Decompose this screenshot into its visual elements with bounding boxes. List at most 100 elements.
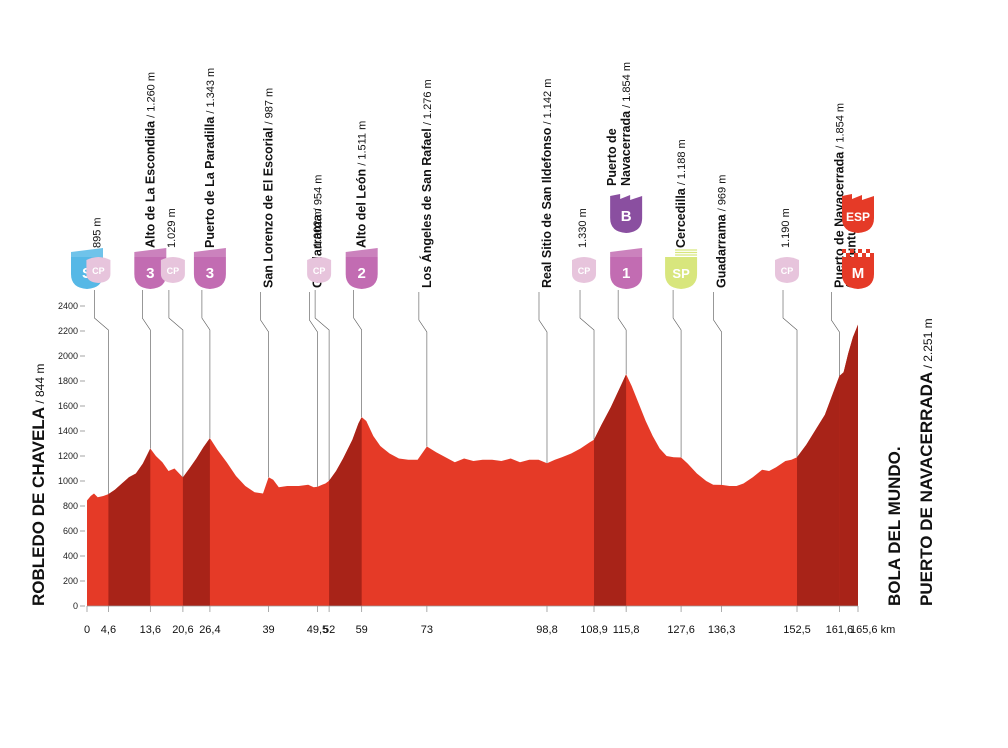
- point-label: Puerto deNavacerrada / 1.854 m: [605, 62, 633, 186]
- finish-checker: [862, 253, 866, 257]
- point-altitude: / 1.142 m: [542, 79, 554, 128]
- x-tick-label: 39: [262, 624, 274, 636]
- cp-badge: [572, 257, 597, 283]
- finish-label-line2: PUERTO DE NAVACERRADA / 2.251 m: [917, 318, 936, 606]
- point-name: Puerto de La Paradilla: [203, 116, 217, 248]
- climb-segment: [594, 374, 627, 606]
- point-label: San Lorenzo de El Escorial / 987 m: [262, 88, 276, 288]
- leader-line: [713, 292, 722, 485]
- finish-name: PUERTO DE NAVACERRADA: [917, 372, 936, 606]
- leader-line: [142, 290, 151, 449]
- profile-point: 1.190 m: [780, 208, 798, 458]
- climb-segment: [797, 376, 840, 606]
- x-tick-label: 165,6 km: [850, 624, 895, 636]
- y-tick-label: 0: [73, 601, 78, 611]
- y-tick-label: 1800: [58, 376, 78, 386]
- x-tick-label: 52: [323, 624, 335, 636]
- leader-line: [309, 292, 318, 487]
- profile-point: Alto de La Escondida / 1.260 m: [142, 72, 157, 449]
- cat-badge-label: 3: [206, 265, 214, 282]
- finish-checker: [850, 249, 854, 253]
- point-name: Navacerrada: [619, 110, 633, 186]
- x-tick-label: 98,8: [536, 624, 557, 636]
- finish-checker: [870, 253, 874, 257]
- y-axis: 0 200 400 600 800 1000 1200 1400 1600 1800 2000 220…: [58, 301, 85, 611]
- profile-point: 1.002 m: [312, 208, 330, 481]
- leader-line: [418, 292, 428, 447]
- cat-badge-label: 3: [146, 265, 154, 282]
- point-name-line1: Puerto de: [605, 128, 619, 186]
- bonus-badge: [842, 201, 874, 233]
- cp-badge-label: CP: [92, 266, 105, 276]
- badge-flag: [345, 248, 378, 257]
- leader-line: [617, 290, 627, 375]
- cp-badge-label: CP: [578, 266, 591, 276]
- point-label: 895 m: [91, 217, 103, 248]
- cat-badge-label: 1: [622, 265, 630, 282]
- x-tick-label: 108,9: [580, 624, 608, 636]
- cp-badge-label: CP: [313, 266, 326, 276]
- finish-badge-label: M: [852, 265, 865, 282]
- cat-badge-label: 2: [358, 265, 366, 282]
- leader-line: [538, 292, 548, 464]
- climb-segment: [182, 438, 210, 606]
- bonus-badge-label: ESP: [846, 210, 870, 224]
- profile-point: San Lorenzo de El Escorial / 987 m: [260, 88, 276, 478]
- y-tick-label: 2400: [58, 301, 78, 311]
- point-altitude: 1.330 m: [577, 208, 589, 248]
- x-tick-label: 0: [84, 624, 90, 636]
- point-name: Real Sitio de San Ildefonso: [540, 127, 554, 288]
- point-altitude: 1.190 m: [780, 208, 792, 248]
- finish-checker: [858, 249, 862, 253]
- bonus-badge-label: B: [621, 208, 632, 225]
- leader-line: [314, 290, 330, 481]
- point-altitude: / 1.260 m: [145, 72, 157, 121]
- cat-badge: [193, 257, 226, 289]
- leader-line: [201, 290, 211, 439]
- point-altitude: / 1.188 m: [676, 139, 688, 188]
- cp-badge-label: CP: [167, 266, 180, 276]
- finish-checker: [866, 249, 870, 253]
- point-label: Alto de La Escondida / 1.260 m: [143, 72, 157, 248]
- y-tick-label: 800: [63, 501, 78, 511]
- y-tick-label: 200: [63, 576, 78, 586]
- bonus-badge: [610, 201, 643, 233]
- profile-point: Puerto deNavacerrada / 1.854 m: [605, 62, 633, 375]
- profile-point: 1.330 m: [577, 208, 595, 440]
- point-altitude: / 1.854 m: [621, 62, 633, 111]
- point-altitude: 1.002 m: [312, 208, 324, 248]
- profile-point: Cercedilla / 1.188 m: [672, 139, 688, 458]
- leader-line: [94, 290, 109, 495]
- badge-flag: [193, 248, 226, 257]
- leader-line: [672, 290, 682, 458]
- profile-point: Puerto de La Paradilla / 1.343 m: [201, 68, 217, 439]
- y-tick-label: 1000: [58, 476, 78, 486]
- point-name: Alto de La Escondida: [143, 120, 157, 248]
- point-label: Puerto de Navacerrada / 1.854 m: [832, 103, 846, 288]
- y-tick-label: 1600: [58, 401, 78, 411]
- cp-badge: [775, 257, 800, 283]
- leader-line: [168, 290, 184, 478]
- x-tick-label: 152,5: [783, 624, 811, 636]
- point-altitude: / 954 m: [312, 175, 324, 215]
- x-tick-label: 161,6: [826, 624, 854, 636]
- y-tick-label: 400: [63, 551, 78, 561]
- finish-altitude: / 2.251 m: [921, 318, 935, 371]
- badge-flag: [134, 248, 167, 257]
- leader-line: [353, 290, 362, 418]
- start-altitude: / 844 m: [33, 364, 47, 407]
- cp-badge-label: CP: [781, 266, 794, 276]
- cat-badge: [134, 257, 167, 289]
- sp-badge-label: SP: [672, 266, 690, 281]
- finish-checker: [854, 253, 858, 257]
- finish-checker: [846, 253, 850, 257]
- x-tick-label: 115,8: [613, 624, 640, 636]
- cat-badge: [345, 257, 378, 289]
- leader-line: [579, 290, 595, 440]
- finish-badge: [842, 257, 874, 289]
- x-tick-label: 26,4: [199, 624, 220, 636]
- point-label: Alto del León / 1.511 m: [355, 121, 369, 248]
- climb-segment: [108, 448, 151, 606]
